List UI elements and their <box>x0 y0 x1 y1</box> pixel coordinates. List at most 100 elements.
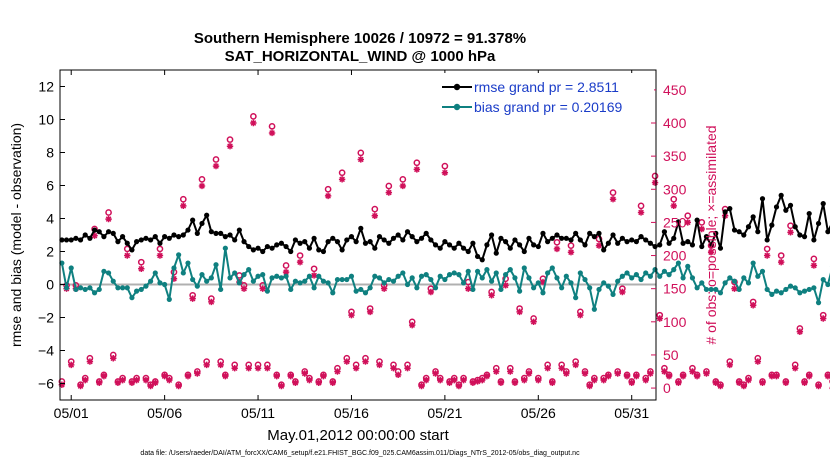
obs-assimilated-marker <box>292 379 299 386</box>
obs-assimilated-marker <box>245 364 252 372</box>
obs-assimilated-marker <box>114 379 122 386</box>
bias-marker <box>633 272 639 278</box>
bias-marker <box>671 267 677 273</box>
obs-assimilated-marker <box>194 370 201 377</box>
bias-marker <box>484 267 490 273</box>
rmse-marker <box>311 235 317 241</box>
obs-assimilated-marker <box>763 252 771 259</box>
bias-marker <box>517 288 523 294</box>
obs-assimilated-marker <box>642 376 649 384</box>
bias-marker <box>727 275 733 281</box>
obs-assimilated-marker <box>334 368 341 375</box>
bias-marker <box>274 273 280 279</box>
bias-marker <box>792 285 798 291</box>
obs-assimilated-marker <box>404 364 411 372</box>
rmse-marker <box>591 234 597 240</box>
obs-assimilated-marker <box>231 364 238 372</box>
rmse-marker <box>432 242 439 248</box>
obs-assimilated-marker <box>259 285 266 292</box>
obs-assimilated-marker <box>665 372 673 380</box>
rmse-marker <box>386 240 392 246</box>
obs-assimilated-marker <box>717 382 724 390</box>
obs-assimilated-marker <box>105 215 112 223</box>
rmse-marker <box>176 234 182 240</box>
x-axis-label: May.01,2012 00:00:00 start <box>267 427 449 444</box>
bias-marker <box>540 290 546 296</box>
y-tick-label: 6 <box>46 178 54 194</box>
rmse-marker <box>694 217 700 223</box>
bias-marker <box>269 275 275 281</box>
bias-marker <box>643 270 649 276</box>
bias-marker <box>250 278 256 284</box>
bias-marker <box>96 286 102 293</box>
obs-assimilated-marker <box>166 376 173 384</box>
obs-assimilated-marker <box>614 370 621 377</box>
rmse-marker <box>474 253 481 260</box>
rmse-marker <box>601 247 607 253</box>
bias-marker <box>381 280 387 286</box>
rmse-marker <box>213 230 219 236</box>
bias-marker <box>531 285 537 291</box>
rmse-marker <box>545 239 551 245</box>
rmse-marker <box>306 245 313 251</box>
obs-assimilated-marker <box>605 372 612 380</box>
rmse-marker <box>479 257 485 263</box>
bias-marker <box>358 286 364 293</box>
bias-marker <box>769 291 775 297</box>
rmse-marker <box>797 232 803 238</box>
obs-assimilated-marker <box>315 379 322 386</box>
rmse-marker <box>171 232 177 238</box>
obs-assimilated-marker <box>782 379 790 386</box>
rmse-marker <box>105 229 112 235</box>
y-axis-label: rmse and bias (model - observation) <box>8 123 24 347</box>
obs-assimilated-marker <box>240 285 248 292</box>
rmse-marker <box>288 248 294 255</box>
rmse-marker <box>778 192 784 198</box>
data-file-footnote: data file: /Users/raeder/DAI/ATM_forcXX/… <box>140 450 580 457</box>
bias-marker <box>246 267 252 273</box>
rmse-marker <box>63 237 70 243</box>
obs-assimilated-marker <box>156 252 164 259</box>
bias-marker <box>367 285 373 291</box>
bias-marker <box>703 286 710 293</box>
bias-marker <box>568 280 574 286</box>
rmse-marker <box>222 234 228 240</box>
rmse-marker <box>77 237 84 243</box>
rmse-marker <box>283 243 289 250</box>
y2-tick-label: 400 <box>663 115 687 131</box>
rmse-marker <box>666 240 672 246</box>
rmse-marker <box>134 239 140 245</box>
rmse-marker <box>661 229 668 235</box>
obs-assimilated-marker <box>77 382 84 390</box>
obs-assimilated-marker <box>689 368 696 375</box>
rmse-marker <box>764 237 770 243</box>
bias-marker <box>180 270 186 276</box>
obs-assimilated-marker <box>380 285 388 292</box>
bias-marker <box>432 285 439 291</box>
rmse-marker <box>166 235 172 241</box>
obs-assimilated-marker <box>348 311 355 319</box>
bias-marker <box>423 272 429 278</box>
obs-assimilated-marker <box>661 368 668 375</box>
bias-marker <box>713 286 719 293</box>
bias-marker <box>605 283 611 289</box>
bias-marker <box>680 275 686 281</box>
obs-assimilated-marker <box>521 376 528 384</box>
bias-marker <box>372 273 378 279</box>
bias-marker <box>675 260 682 266</box>
rmse-marker <box>148 237 154 243</box>
bias-marker <box>549 265 555 271</box>
bias-marker <box>278 275 284 281</box>
rmse-marker <box>759 196 766 202</box>
bias-marker <box>465 268 471 274</box>
y-tick-label: 2 <box>46 244 54 260</box>
obs-assimilated-marker <box>497 379 505 386</box>
obs-assimilated-marker <box>86 358 94 365</box>
obs-possible-marker <box>810 255 818 263</box>
rmse-marker <box>741 232 747 238</box>
y-tick-label: 4 <box>46 211 54 227</box>
rmse-marker <box>647 240 653 246</box>
obs-assimilated-marker <box>110 355 117 362</box>
bias-marker <box>330 290 336 296</box>
bias-marker <box>521 265 527 271</box>
